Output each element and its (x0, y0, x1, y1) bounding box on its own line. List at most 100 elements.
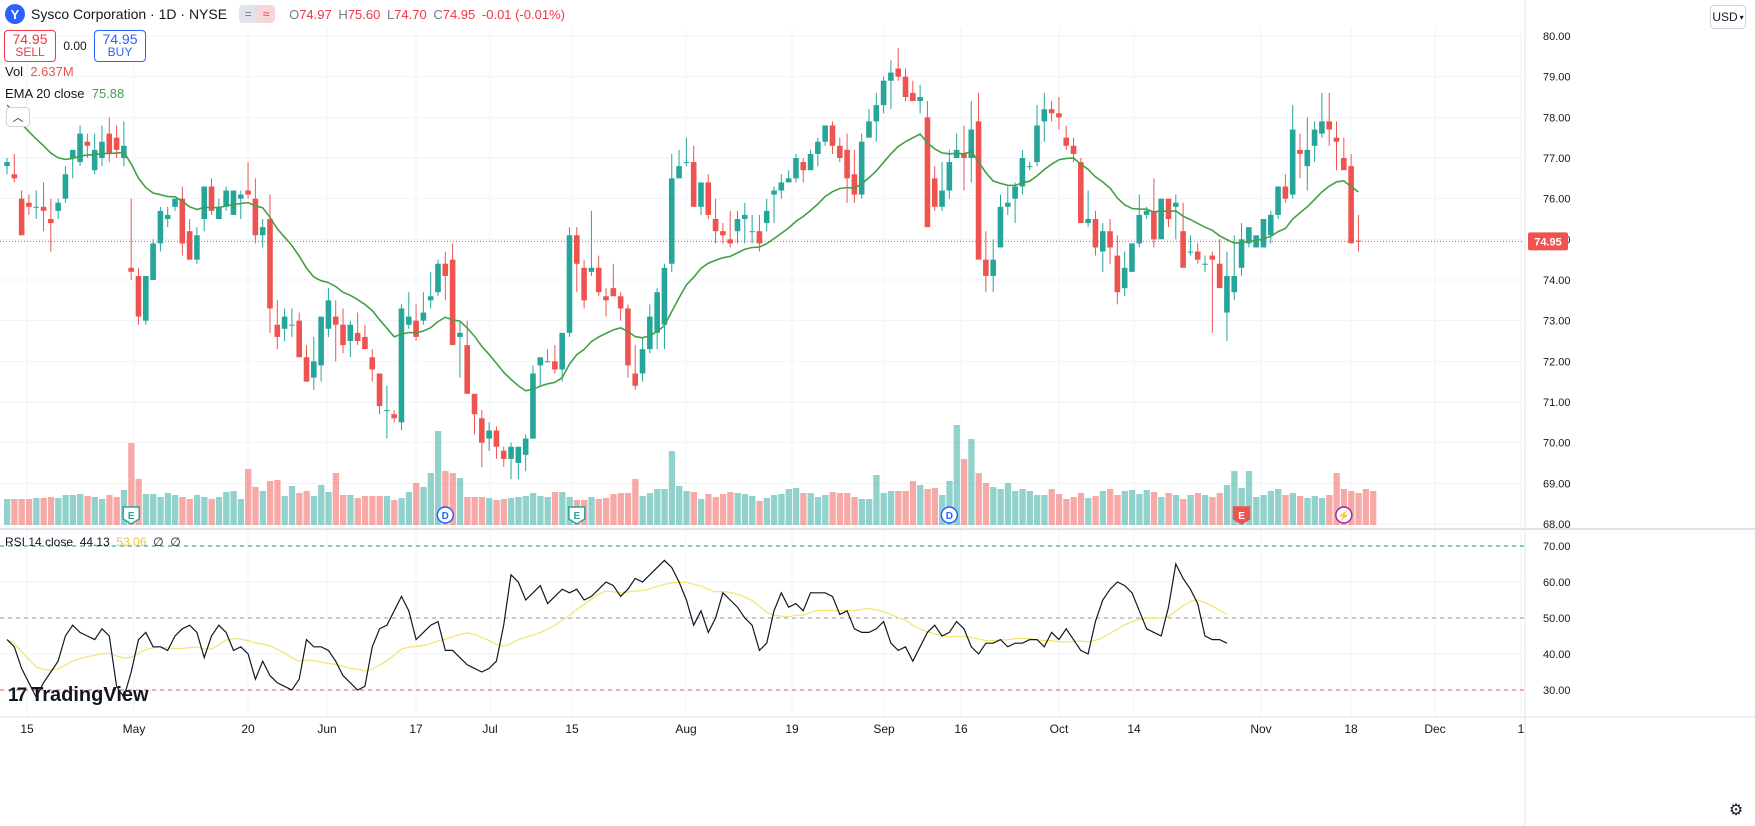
volume-bar (1209, 497, 1216, 525)
candle-body (639, 349, 646, 374)
candle-body (822, 125, 828, 142)
volume-bar (442, 471, 449, 525)
candle-body (384, 410, 390, 412)
gear-icon[interactable]: ⚙ (1728, 802, 1744, 819)
candle-body (668, 178, 675, 264)
candle-body (376, 373, 383, 407)
volume-bar (296, 493, 303, 525)
candle-body (866, 121, 872, 138)
candle-body (1151, 210, 1157, 240)
candle-body (712, 219, 719, 232)
candle-body (1063, 137, 1070, 146)
candle-body (1341, 158, 1347, 171)
volume-bar (142, 494, 150, 525)
candle-body (990, 259, 996, 276)
candle-body (544, 361, 551, 363)
candle-body (500, 450, 507, 459)
candle-body (164, 214, 171, 219)
candle-body (961, 153, 967, 158)
trade-buttons: 74.95 SELL 0.00 74.95 BUY (4, 30, 146, 62)
volume-bar (982, 483, 990, 525)
currency-selector[interactable]: USD ▾ (1710, 5, 1746, 29)
volume-bar (807, 493, 814, 525)
rsi-tick-label: 30.00 (1543, 685, 1571, 697)
candle-body (573, 235, 580, 264)
volume-bar (1055, 494, 1063, 525)
volume-legend[interactable]: Vol 2.637M (5, 64, 74, 79)
candle-body (1085, 219, 1091, 224)
candle-body (939, 190, 945, 207)
equal-icon[interactable]: = (239, 5, 258, 23)
spread-value: 0.00 (63, 39, 87, 53)
approx-icon[interactable]: ≈ (257, 5, 276, 23)
ema-legend[interactable]: EMA 20 close 75.88 (5, 86, 125, 101)
candle-body (106, 133, 113, 154)
event-marker (1335, 506, 1353, 524)
buy-button[interactable]: 74.95 BUY (94, 30, 146, 62)
volume-bar (1289, 493, 1296, 525)
candle-body (1114, 255, 1121, 293)
candle-body (267, 219, 273, 309)
candle-body (318, 316, 324, 366)
symbol-title[interactable]: Sysco Corporation · 1D · NYSE (31, 6, 228, 22)
candle-body (99, 141, 105, 158)
volume-bar (4, 499, 11, 525)
candle-body (1275, 186, 1281, 215)
volume-bar (1143, 490, 1150, 525)
volume-bar (595, 499, 603, 525)
volume-bar (946, 481, 953, 525)
tradingview-logo[interactable]: 17 TradingView (8, 684, 149, 706)
volume-bar (398, 498, 405, 525)
volume-bar (354, 498, 361, 525)
time-tick-label: 15 (565, 722, 579, 736)
compare-toggle[interactable]: = ≈ (239, 5, 276, 23)
volume-bar (266, 481, 274, 525)
volume-bar (741, 494, 749, 525)
symbol-logo-icon[interactable]: Y (5, 4, 25, 24)
candle-body (851, 174, 858, 195)
candle-body (274, 324, 281, 337)
sell-button[interactable]: 74.95 SELL (4, 30, 56, 62)
time-tick-label: 17 (409, 722, 423, 736)
time-tick-label: 15 (20, 722, 34, 736)
volume-bar (771, 495, 778, 525)
volume-bar (1362, 489, 1370, 525)
volume-bar (245, 469, 252, 525)
candle-body (464, 345, 471, 394)
volume-bar (792, 488, 800, 525)
candle-body (427, 296, 434, 301)
volume-bar (697, 499, 705, 525)
volume-bar (1318, 498, 1326, 525)
time-tick-label: 14 (1127, 722, 1141, 736)
volume-bar (559, 492, 566, 525)
volume-bar (749, 496, 756, 525)
candle-body (4, 162, 10, 167)
candle-body (807, 153, 814, 171)
volume-bar (1333, 473, 1340, 525)
candle-body (1326, 121, 1333, 130)
time-tick-label: Jun (317, 722, 336, 736)
volume-bar (369, 496, 376, 525)
event-marker-label: D (946, 511, 953, 522)
candle-body (457, 332, 463, 337)
volume-bar (464, 497, 471, 525)
candle-body (157, 210, 164, 244)
candle-body (1129, 243, 1135, 272)
candle-body (742, 214, 748, 219)
rsi-legend[interactable]: RSI 14 close 44.13 53.06 ∅ ∅ (5, 535, 181, 549)
volume-bar (1282, 495, 1289, 525)
candle-body (179, 198, 186, 244)
volume-bar (603, 498, 610, 525)
candle-body (84, 141, 91, 146)
chevron-up-icon[interactable]: ︿ (6, 107, 30, 127)
event-markers[interactable]: E D E D E ⚡ (122, 506, 1353, 525)
candle-body (194, 235, 200, 260)
candle-body (1107, 231, 1113, 248)
time-tick-label: Oct (1050, 722, 1069, 736)
dividend-marker (940, 506, 959, 524)
candle-body (800, 162, 807, 171)
candle-body (26, 202, 32, 207)
volume-bar (405, 492, 413, 525)
volume-bar (975, 473, 982, 525)
